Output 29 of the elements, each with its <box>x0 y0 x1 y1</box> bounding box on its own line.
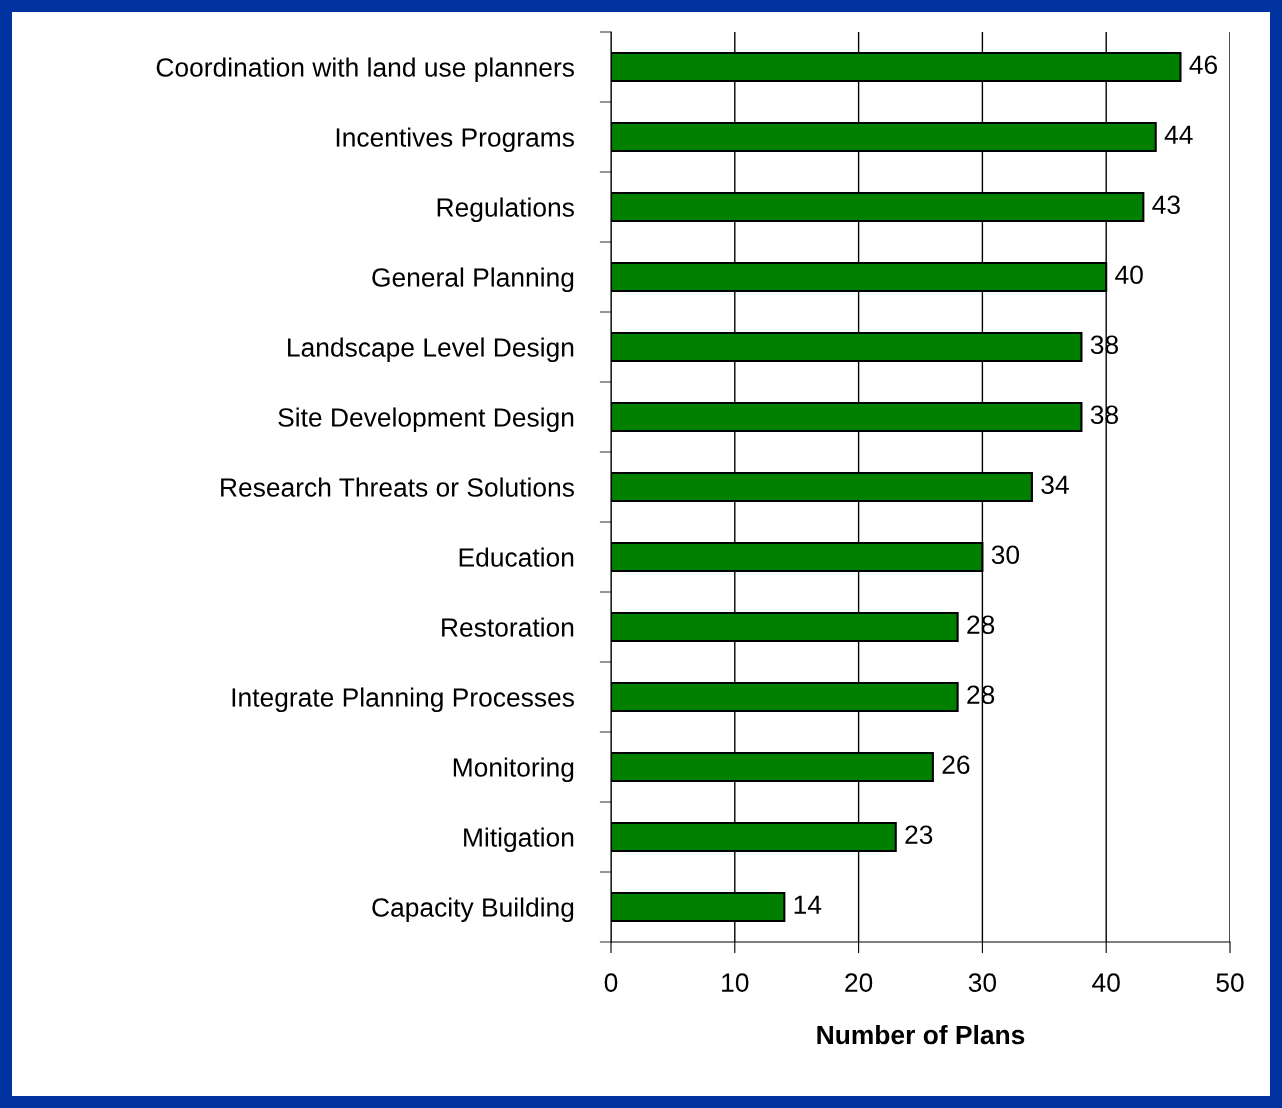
data-label: 46 <box>1189 55 1218 75</box>
y-tick-label: Monitoring <box>453 757 574 783</box>
x-axis-title: Number of Plans <box>817 1024 1025 1045</box>
y-tick-label: Site Development Design <box>278 407 574 433</box>
y-tick-label: Restoration <box>442 617 574 637</box>
y-tick-label: Regulations <box>437 197 574 223</box>
data-label: 43 <box>1152 195 1180 215</box>
y-tick-label: Incentives Programs <box>336 127 574 153</box>
x-tick-label: 10 <box>722 973 749 992</box>
x-tick-label: 30 <box>968 973 997 992</box>
data-label: 44 <box>1164 125 1193 144</box>
x-tick-label: 50 <box>1216 973 1244 992</box>
x-tick-label: 0 <box>604 973 618 992</box>
y-tick-label: Mitigation <box>464 827 574 853</box>
y-tick-label: General Planning <box>372 267 574 293</box>
y-tick-label: Integrate Planning Processes <box>232 687 574 713</box>
y-tick-label: Landscape Level Design <box>288 337 574 363</box>
data-label: 26 <box>942 755 970 775</box>
x-tick-label: 20 <box>845 973 873 992</box>
y-tick-label: Capacity Building <box>372 897 574 923</box>
y-tick-label: Education <box>459 547 574 567</box>
data-label: 14 <box>794 895 822 914</box>
y-tick-label: Research Threats or Solutions <box>221 477 574 497</box>
data-label: 40 <box>1115 265 1143 285</box>
data-label: 34 <box>1041 475 1069 495</box>
x-tick-label: 40 <box>1092 973 1120 992</box>
data-label: 23 <box>905 825 933 845</box>
y-tick-label: Coordination with land use planners <box>156 57 574 83</box>
data-label: 30 <box>991 545 1020 565</box>
